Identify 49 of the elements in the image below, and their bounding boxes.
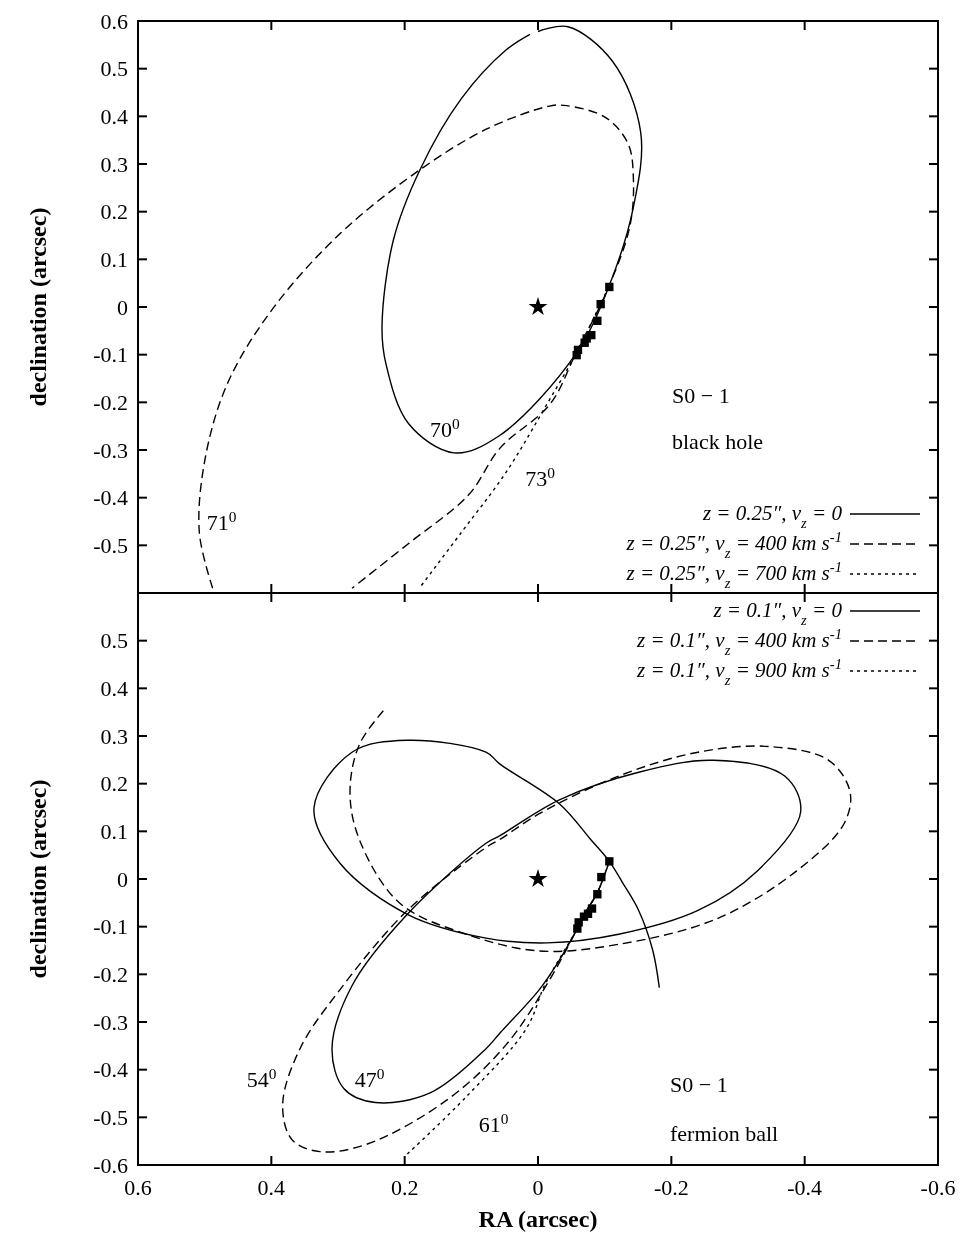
y-tick-label: 0.2 [100, 771, 128, 797]
y-tick-label: 0.1 [100, 247, 128, 273]
legend-label: z = 0.1″, v$_{z}$ = 900 km s$^{-1}$ [636, 656, 842, 689]
y-tick-label: 0.2 [100, 199, 128, 225]
y-tick-label: -0.1 [93, 342, 128, 368]
y-tick-label: 0.3 [100, 151, 128, 177]
y-tick-label: -0.4 [93, 485, 128, 511]
legend-label: z = 0.1″, v$_{z}$ = 0 [712, 598, 843, 629]
legend-label: z = 0.25″, v$_{z}$ = 400 km s$^{-1}$ [625, 529, 842, 562]
y-axis-title: declination (arcsec) [25, 779, 51, 979]
y-tick-label: 0.6 [100, 8, 128, 34]
y-tick-label: -0.5 [93, 533, 128, 559]
y-tick-label: -0.3 [93, 1009, 128, 1035]
x-tick-label: 0.4 [257, 1175, 286, 1200]
annotation: 71$^{0}$ [206, 507, 237, 536]
x-tick-label: -0.4 [787, 1175, 823, 1200]
annotation: 61$^{0}$ [478, 1109, 509, 1138]
y-tick-label: 0.5 [100, 628, 128, 654]
annotation: 54$^{0}$ [246, 1064, 277, 1092]
y-tick-label: 0.3 [100, 723, 128, 749]
annotation: 73$^{0}$ [525, 463, 556, 491]
y-tick-label: -0.5 [93, 1105, 128, 1131]
y-tick-label: -0.6 [93, 1152, 128, 1178]
y-axis-title: declination (arcsec) [25, 207, 51, 407]
legend-label: z = 0.1″, v$_{z}$ = 400 km s$^{-1}$ [636, 626, 842, 659]
y-tick-label: 0.4 [100, 676, 128, 702]
y-tick-label: 0 [117, 866, 128, 892]
y-tick-label: -0.4 [93, 1057, 128, 1083]
y-tick-label: -0.1 [93, 914, 128, 940]
x-tick-label: 0.2 [390, 1175, 419, 1200]
x-tick-label: 0 [532, 1175, 544, 1200]
y-tick-label: 0.5 [100, 56, 128, 82]
annotation: S0 − 1 [672, 383, 730, 409]
y-tick-label: -0.2 [93, 390, 128, 416]
y-tick-label: 0 [117, 294, 128, 320]
legend-label: z = 0.25″, v$_{z}$ = 700 km s$^{-1}$ [625, 559, 842, 592]
annotation: 70$^{0}$ [430, 414, 460, 443]
annotation: 47$^{0}$ [354, 1064, 385, 1092]
annotation: black hole [672, 429, 764, 455]
y-tick-label: -0.3 [93, 437, 128, 463]
annotation: S0 − 1 [670, 1072, 728, 1098]
x-tick-label: -0.2 [653, 1175, 689, 1200]
y-tick-label: 0.4 [100, 104, 128, 130]
y-tick-label: -0.2 [93, 962, 128, 988]
annotation: fermion ball [670, 1120, 779, 1146]
y-tick-label: 0.1 [100, 819, 128, 845]
x-axis-title: RA (arcsec) [478, 1206, 598, 1232]
legend-label: z = 0.25″, v$_{z}$ = 0 [701, 501, 843, 532]
x-tick-label: -0.6 [920, 1175, 956, 1200]
